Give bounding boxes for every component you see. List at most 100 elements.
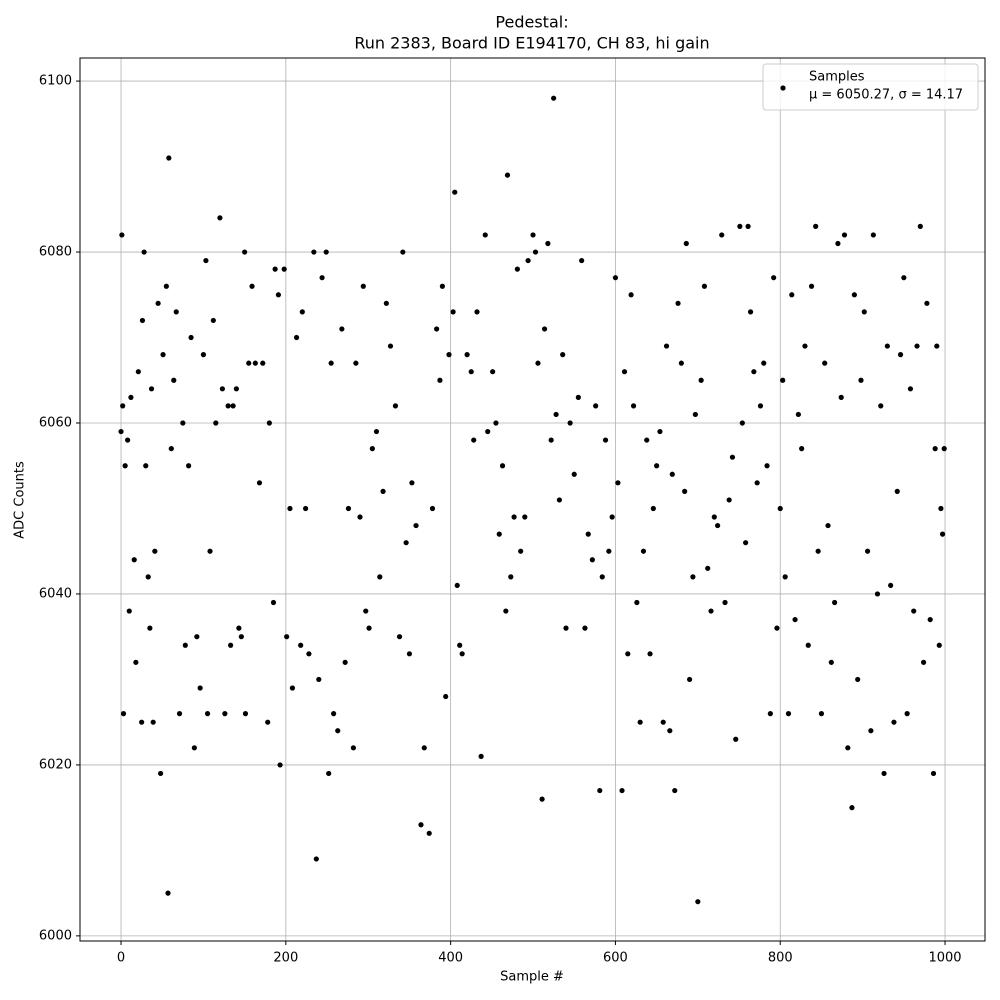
point <box>832 599 838 606</box>
point <box>757 403 764 409</box>
point <box>256 480 263 486</box>
point <box>287 505 293 512</box>
point <box>366 625 372 631</box>
legend-box <box>762 63 979 111</box>
x-tick-label: 600 <box>603 951 628 966</box>
point <box>891 719 897 725</box>
point <box>719 232 725 238</box>
point <box>553 411 559 418</box>
point <box>722 599 728 606</box>
point <box>145 574 151 580</box>
point <box>503 608 509 614</box>
point <box>845 745 851 751</box>
point <box>858 377 864 383</box>
point <box>522 514 528 520</box>
point <box>878 403 884 409</box>
point <box>210 317 216 324</box>
point <box>139 317 146 324</box>
point <box>518 548 524 554</box>
point <box>485 428 491 435</box>
point <box>907 386 914 392</box>
point <box>222 711 228 717</box>
point <box>881 770 887 777</box>
point <box>888 582 894 589</box>
point <box>242 711 249 717</box>
point <box>939 531 946 537</box>
x-tick-label: 0 <box>117 951 125 966</box>
point <box>774 625 780 631</box>
point <box>396 634 403 640</box>
point <box>471 437 477 443</box>
y-tick-label: 6040 <box>39 586 72 601</box>
point <box>457 642 463 648</box>
point <box>511 514 517 520</box>
point <box>657 428 663 435</box>
point <box>660 719 666 725</box>
point <box>675 300 681 306</box>
point <box>345 505 352 512</box>
point <box>640 548 647 554</box>
y-tick-label: 6100 <box>39 74 72 89</box>
x-tick-label: 200 <box>273 951 298 966</box>
point <box>148 386 155 392</box>
point <box>745 223 751 229</box>
point <box>120 711 127 717</box>
point <box>941 446 947 452</box>
point <box>615 480 621 486</box>
point <box>306 651 312 657</box>
point <box>147 625 153 631</box>
point <box>180 420 186 426</box>
point <box>634 599 640 606</box>
point <box>157 770 164 777</box>
point <box>739 420 745 426</box>
point <box>901 275 907 281</box>
point <box>802 343 808 349</box>
point <box>319 275 325 281</box>
point <box>575 394 581 400</box>
point <box>191 745 197 751</box>
point <box>439 283 445 289</box>
point <box>729 454 736 460</box>
point <box>360 283 366 289</box>
point <box>459 651 465 657</box>
point <box>508 574 514 580</box>
point <box>350 745 357 751</box>
point <box>323 249 329 255</box>
point <box>921 659 927 665</box>
point <box>582 625 588 631</box>
point <box>238 634 244 640</box>
point <box>904 711 910 717</box>
point <box>551 95 557 101</box>
point <box>792 616 798 623</box>
point <box>152 548 158 554</box>
point <box>249 283 255 289</box>
point <box>777 505 783 512</box>
point <box>426 830 432 836</box>
point <box>733 736 739 742</box>
point <box>141 249 147 255</box>
point <box>851 292 857 298</box>
point <box>541 326 548 332</box>
point <box>602 437 609 443</box>
point <box>328 360 334 366</box>
chart-subtitle: Run 2383, Board ID E194170, CH 83, hi ga… <box>354 34 709 53</box>
point <box>313 856 319 862</box>
point <box>403 540 409 546</box>
point <box>579 257 585 264</box>
point <box>571 471 577 477</box>
point <box>705 565 711 571</box>
point <box>125 437 131 443</box>
point <box>621 369 628 375</box>
point <box>204 711 211 717</box>
point <box>504 172 511 178</box>
point <box>560 352 566 358</box>
point <box>825 522 831 529</box>
y-tick-label: 6080 <box>39 245 72 260</box>
point <box>392 403 399 409</box>
point <box>936 642 942 648</box>
point <box>339 326 345 332</box>
point <box>168 446 174 452</box>
point <box>316 676 322 683</box>
point <box>785 711 792 717</box>
